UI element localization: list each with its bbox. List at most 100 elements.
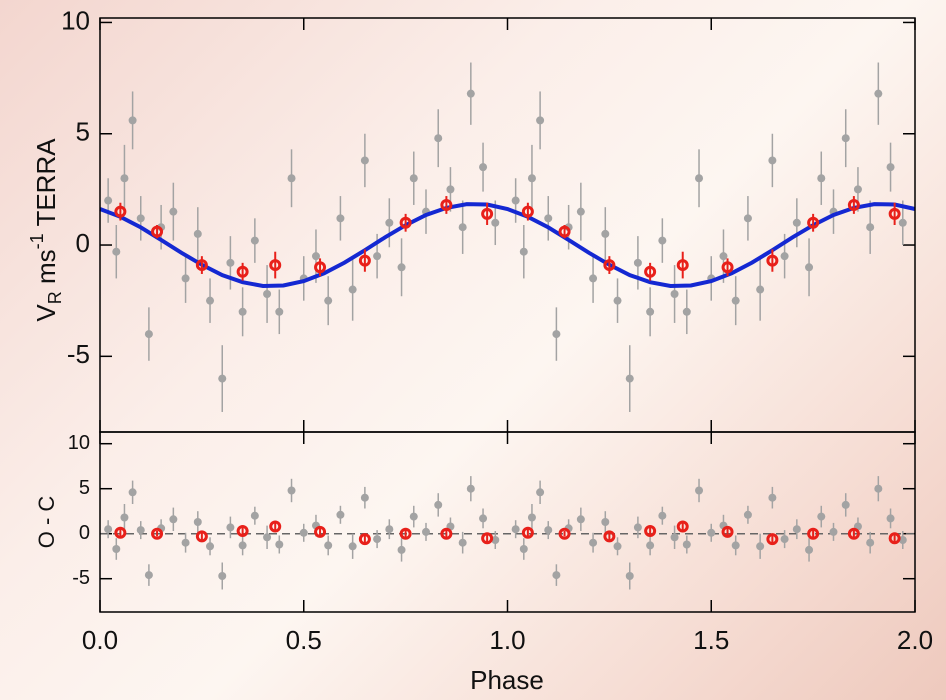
binned-point [558, 225, 571, 238]
data-point [311, 252, 320, 261]
data-point [263, 533, 272, 542]
data-point [491, 536, 500, 544]
x-tick-label: 1.0 [489, 625, 525, 655]
data-point [206, 542, 215, 551]
data-point [169, 207, 178, 216]
data-point [250, 511, 259, 520]
binned-point [847, 527, 860, 540]
binned-point [481, 532, 494, 545]
data-point [324, 296, 333, 305]
data-point [613, 542, 622, 551]
data-point [552, 330, 561, 339]
y-label-part: V [31, 304, 61, 322]
binned-point [114, 526, 127, 539]
data-point [250, 236, 259, 245]
binned-point [440, 527, 453, 540]
data-point [866, 538, 875, 547]
data-point [434, 500, 443, 509]
data-point [743, 214, 752, 223]
data-point [805, 263, 814, 272]
data-point [238, 541, 247, 550]
data-point [768, 156, 777, 165]
binned-point [676, 520, 689, 533]
data-point [792, 525, 801, 534]
binned-point [151, 527, 164, 540]
data-point [263, 290, 272, 298]
data-point [181, 274, 190, 283]
data-point [519, 247, 528, 256]
binned-point [269, 520, 282, 533]
data-point [466, 89, 475, 98]
binned-point [603, 530, 616, 543]
data-point [422, 527, 430, 536]
binned-point [314, 525, 327, 538]
data-point [434, 134, 443, 143]
y-label-sup: -1 [27, 233, 47, 249]
binned-point [847, 198, 860, 211]
binned-point [358, 254, 371, 267]
data-point [348, 542, 357, 551]
y-tick-label: 5 [79, 477, 90, 499]
binned-point [558, 527, 571, 540]
data-point [646, 541, 655, 550]
data-point [206, 296, 215, 305]
y-label-part: ms [31, 249, 61, 291]
data-point [136, 214, 145, 223]
data-point [866, 223, 875, 232]
data-point [287, 486, 296, 495]
data-point [466, 484, 475, 493]
data-point [829, 527, 838, 536]
data-point [348, 285, 357, 294]
data-point [898, 218, 907, 227]
binned-point [358, 533, 371, 546]
data-point [841, 500, 850, 509]
binned-point [676, 259, 689, 272]
data-point [886, 163, 895, 172]
data-point [409, 174, 418, 183]
binned-point [440, 198, 453, 211]
data-point [226, 523, 235, 532]
data-point [385, 525, 394, 534]
binned-point [766, 533, 779, 546]
binned-point [236, 525, 249, 537]
data-point [670, 533, 679, 542]
data-point [238, 307, 247, 316]
data-point [446, 185, 455, 194]
data-point [544, 526, 553, 535]
model-curve [99, 202, 916, 289]
y-tick-label: 5 [76, 117, 90, 147]
data-point [519, 545, 528, 553]
data-point [625, 374, 634, 383]
data-point [218, 374, 227, 383]
data-point [817, 512, 826, 521]
y-label-sub: R [45, 291, 65, 304]
data-point [511, 525, 520, 534]
data-point [324, 541, 333, 550]
data-point [397, 545, 406, 554]
data-point [193, 229, 202, 238]
data-point [817, 174, 826, 183]
data-point [805, 545, 814, 554]
data-point [576, 207, 585, 216]
data-point [458, 223, 467, 232]
data-point [707, 528, 716, 537]
data-point [226, 258, 235, 267]
data-point [731, 541, 740, 550]
data-point [120, 174, 129, 183]
y-axis-title: VR ms-1 TERRA [27, 138, 65, 322]
binned-point [269, 259, 282, 272]
data-point [589, 274, 598, 283]
data-point [169, 515, 178, 524]
data-point [589, 538, 598, 547]
data-point [853, 185, 862, 194]
data-point [682, 307, 691, 316]
data-point [695, 174, 704, 183]
data-point [218, 572, 227, 580]
data-point [536, 488, 545, 497]
binned-point [195, 530, 208, 543]
data-point [552, 571, 561, 580]
y-label-part: TERRA [31, 138, 61, 234]
data-point [479, 163, 488, 172]
data-point [633, 523, 642, 532]
